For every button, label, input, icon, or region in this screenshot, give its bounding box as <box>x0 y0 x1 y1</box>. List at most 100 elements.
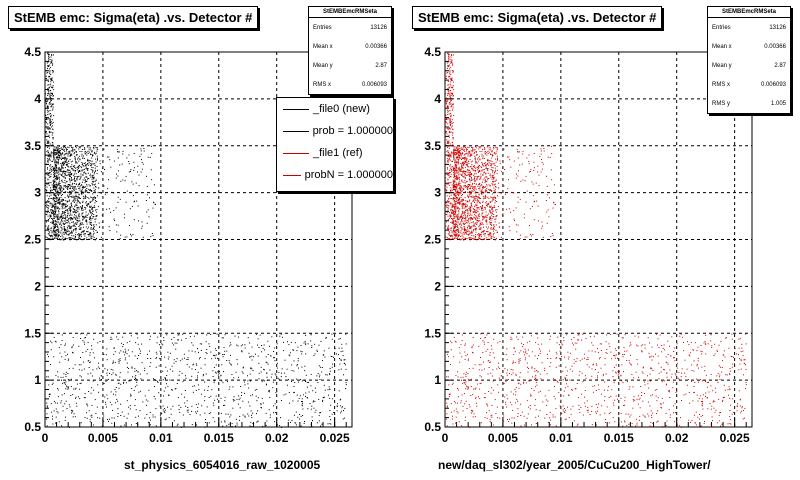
data-point <box>54 163 56 165</box>
data-point <box>92 154 93 156</box>
data-point <box>462 213 464 215</box>
data-point <box>51 109 53 111</box>
data-point <box>472 147 474 149</box>
data-point <box>452 125 454 127</box>
data-point <box>256 388 258 390</box>
data-point <box>58 238 60 240</box>
data-point <box>181 372 183 374</box>
data-point <box>488 149 490 151</box>
data-point <box>71 231 73 233</box>
data-point <box>75 231 77 233</box>
data-point <box>95 200 96 202</box>
data-point <box>75 402 77 404</box>
data-point <box>495 185 496 187</box>
data-point <box>52 180 54 182</box>
data-point <box>142 236 144 238</box>
data-point <box>63 149 65 151</box>
data-point <box>76 207 78 208</box>
data-point <box>495 224 497 226</box>
data-point <box>81 189 83 191</box>
data-point <box>338 338 340 340</box>
data-point <box>292 400 294 402</box>
data-point <box>479 158 481 160</box>
data-point <box>138 220 139 222</box>
data-point <box>88 203 90 205</box>
data-point <box>451 208 453 210</box>
data-point <box>73 217 75 219</box>
data-point <box>474 158 476 160</box>
data-point <box>249 426 251 428</box>
data-point <box>493 232 495 234</box>
data-point <box>456 229 458 231</box>
data-point <box>197 406 199 408</box>
data-point <box>461 170 463 172</box>
data-point <box>109 372 110 374</box>
data-point <box>482 157 484 159</box>
data-point <box>83 186 85 187</box>
data-point <box>86 217 88 218</box>
data-point <box>471 154 473 156</box>
data-point <box>445 144 446 146</box>
data-point <box>60 180 62 182</box>
data-point <box>482 200 484 202</box>
data-point <box>77 207 79 209</box>
data-point <box>67 171 69 173</box>
data-point <box>87 348 89 350</box>
data-point <box>73 200 75 202</box>
data-point <box>51 79 53 81</box>
data-point <box>79 224 81 226</box>
data-point <box>465 209 467 211</box>
data-point <box>71 173 73 174</box>
data-point <box>52 92 53 94</box>
data-point <box>74 149 76 151</box>
data-point <box>74 416 76 418</box>
data-point <box>465 162 467 164</box>
data-point <box>93 187 95 189</box>
data-point <box>59 152 61 154</box>
data-point <box>57 229 59 231</box>
data-point <box>99 341 101 342</box>
data-point <box>110 336 112 338</box>
data-point <box>452 199 454 201</box>
data-point <box>340 360 342 361</box>
data-point <box>450 197 452 199</box>
data-point <box>474 185 476 187</box>
data-point <box>483 158 485 159</box>
data-point <box>469 176 471 177</box>
data-point <box>52 210 54 212</box>
data-point <box>53 213 55 215</box>
data-point <box>251 414 252 416</box>
x-tick-label: 0.005 <box>88 431 118 445</box>
data-point <box>48 173 49 174</box>
data-point <box>457 159 459 160</box>
data-point <box>478 184 479 186</box>
data-point <box>473 200 475 202</box>
data-point <box>53 159 55 161</box>
data-point <box>454 203 456 205</box>
data-point <box>490 238 492 240</box>
data-point <box>457 230 459 232</box>
data-point <box>59 182 61 184</box>
data-point <box>51 79 53 81</box>
data-point <box>48 142 50 144</box>
data-point <box>484 180 486 182</box>
data-point <box>86 185 88 187</box>
data-point <box>197 375 198 377</box>
data-point <box>92 211 94 212</box>
data-point <box>191 405 193 407</box>
data-point <box>452 203 454 205</box>
data-point <box>82 192 84 194</box>
data-point <box>194 369 196 370</box>
data-point <box>309 426 311 428</box>
data-point <box>468 192 470 194</box>
data-point <box>76 222 78 224</box>
data-point <box>114 351 116 353</box>
data-point <box>299 414 301 415</box>
data-point <box>239 415 241 417</box>
data-point <box>59 224 61 226</box>
data-point <box>477 157 479 159</box>
data-point <box>54 188 56 190</box>
data-point <box>72 182 74 184</box>
data-point <box>53 356 55 358</box>
data-point <box>150 335 151 337</box>
